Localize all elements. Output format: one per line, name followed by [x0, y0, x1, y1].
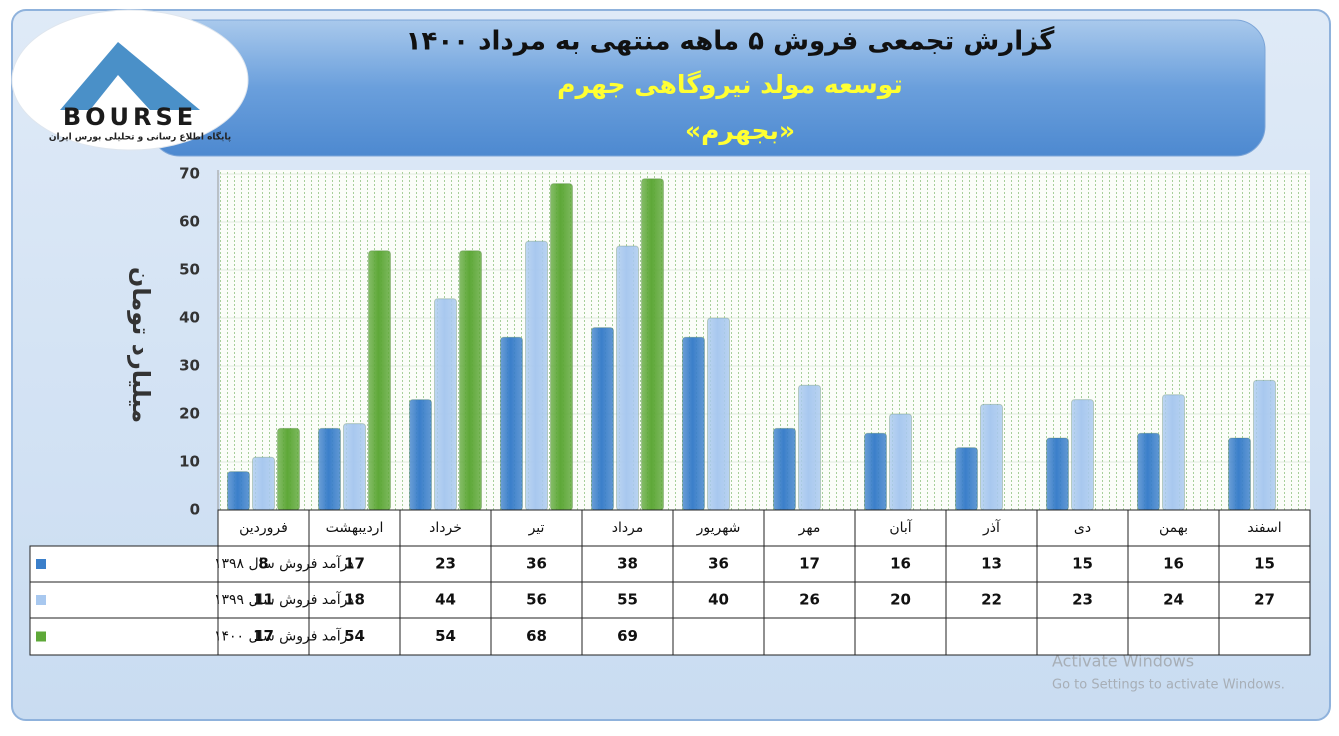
- x-tick-label: بهمن: [1159, 520, 1188, 536]
- table-value: 20: [890, 591, 911, 609]
- legend-label: درآمد فروش سال ۱۳۹۹: [214, 591, 354, 608]
- bar: [1228, 437, 1251, 511]
- x-tick-label: فروردین: [239, 520, 288, 536]
- logo-icon: [60, 42, 200, 110]
- symbol: «بجهرم»: [685, 116, 795, 146]
- bar: [682, 336, 705, 511]
- legend-swatch: [36, 559, 46, 569]
- x-tick-label: تیر: [528, 520, 545, 536]
- bar: [459, 250, 482, 511]
- table-value: 26: [799, 591, 820, 609]
- table-value: 23: [1072, 591, 1093, 609]
- table-value: 24: [1163, 591, 1184, 609]
- bar: [616, 245, 639, 511]
- chart-title: گزارش تجمعی فروش ۵ ماهه منتهی به مرداد ۱…: [406, 26, 1056, 57]
- table-value: 36: [526, 555, 547, 573]
- table-value: 8: [258, 555, 268, 573]
- legend-label: درآمد فروش سال ۱۳۹۸: [214, 555, 354, 572]
- table-value: 16: [890, 555, 911, 573]
- table-value: 27: [1254, 591, 1275, 609]
- table-value: 17: [799, 555, 820, 573]
- bar: [1071, 399, 1094, 511]
- table-value: 17: [344, 555, 365, 573]
- bar: [641, 178, 664, 511]
- table-value: 22: [981, 591, 1002, 609]
- y-tick-label: 50: [179, 261, 200, 279]
- table-value: 16: [1163, 555, 1184, 573]
- table-value: 40: [708, 591, 729, 609]
- watermark-text: Go to Settings to activate Windows.: [1052, 678, 1285, 693]
- bar: [591, 327, 614, 511]
- logo-name: BOURSE: [63, 103, 197, 131]
- bar: [1162, 394, 1185, 511]
- bar: [1253, 379, 1276, 511]
- legend-swatch: [36, 631, 46, 642]
- bar: [227, 471, 250, 511]
- y-tick-label: 20: [179, 405, 200, 423]
- x-tick-label: مرداد: [612, 520, 644, 536]
- bar: [1046, 437, 1069, 511]
- table-value: 13: [981, 555, 1002, 573]
- bar: [252, 456, 275, 511]
- plot-area: [220, 170, 1310, 510]
- table-value: 15: [1072, 555, 1093, 573]
- bar: [980, 403, 1003, 511]
- y-tick-label: 40: [179, 309, 200, 327]
- table-value: 54: [435, 627, 456, 645]
- x-tick-label: اسفند: [1247, 520, 1281, 536]
- logo-caption: پایگاه اطلاع رسانی و تحلیلی بورس ایران: [49, 131, 231, 143]
- y-axis-label: میلیارد تومان: [127, 267, 155, 423]
- bar: [343, 423, 366, 511]
- logo-icon: [90, 75, 150, 110]
- bar: [318, 427, 341, 511]
- bar: [409, 399, 432, 511]
- bar: [1137, 432, 1160, 511]
- table-value: 69: [617, 627, 638, 645]
- y-tick-label: 60: [179, 213, 200, 231]
- bar: [798, 384, 821, 511]
- table-value: 23: [435, 555, 456, 573]
- y-tick-label: 10: [179, 453, 200, 471]
- x-tick-label: آبان: [889, 519, 912, 536]
- x-tick-label: مهر: [798, 520, 821, 536]
- legend-label: درآمد فروش سال ۱۴۰۰: [214, 628, 354, 645]
- y-tick-label: 30: [179, 357, 200, 375]
- bar: [550, 183, 573, 511]
- table-value: 11: [253, 591, 274, 609]
- legend-swatch: [36, 595, 46, 605]
- bar: [864, 432, 887, 511]
- bar: [500, 336, 523, 511]
- table-value: 36: [708, 555, 729, 573]
- x-tick-label: شهریور: [696, 520, 741, 536]
- x-tick-label: دی: [1074, 520, 1091, 536]
- bar: [889, 413, 912, 511]
- table-value: 17: [253, 627, 274, 645]
- chart-subtitle: توسعه مولد نیروگاهی جهرم: [557, 70, 903, 100]
- table-value: 55: [617, 591, 638, 609]
- table-value: 68: [526, 627, 547, 645]
- table-value: 15: [1254, 555, 1275, 573]
- bar: [955, 447, 978, 511]
- bar: [525, 240, 548, 511]
- bar: [707, 317, 730, 511]
- y-tick-label: 0: [190, 501, 200, 519]
- watermark-title: Activate Windows: [1052, 652, 1194, 671]
- table-value: 54: [344, 627, 365, 645]
- bar: [368, 250, 391, 511]
- bar: [277, 427, 300, 511]
- x-tick-label: خرداد: [429, 520, 462, 536]
- table-value: 44: [435, 591, 456, 609]
- x-tick-label: آذر: [982, 519, 1001, 536]
- y-tick-label: 70: [179, 165, 200, 183]
- data-table: [29, 545, 1311, 656]
- table-value: 18: [344, 591, 365, 609]
- table-value: 38: [617, 555, 638, 573]
- table-value: 56: [526, 591, 547, 609]
- x-tick-label: اردیبهشت: [326, 520, 384, 536]
- bar: [434, 298, 457, 511]
- bar: [773, 427, 796, 511]
